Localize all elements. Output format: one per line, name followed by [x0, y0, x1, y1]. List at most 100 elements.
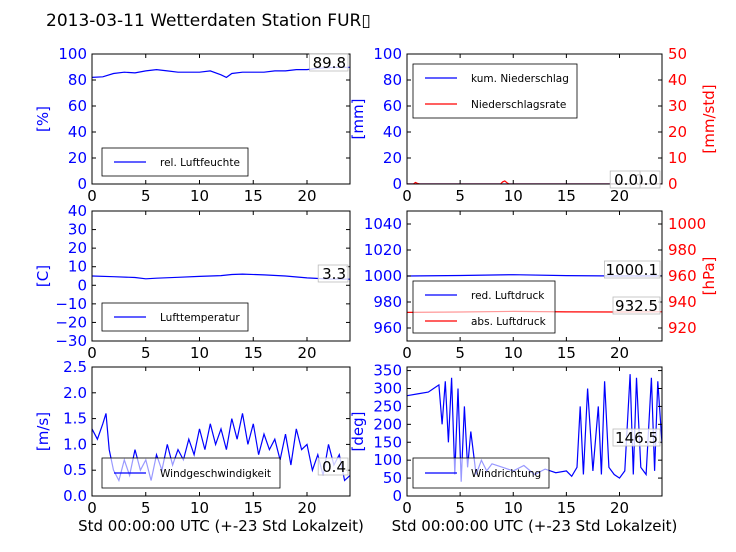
- y-tick-label: 1040: [364, 215, 402, 233]
- y-tick-label: 10: [68, 258, 87, 276]
- y-tick-label: 980: [373, 293, 402, 311]
- y-tick-label: −10: [55, 295, 87, 313]
- y-tick-label: 60: [383, 97, 402, 115]
- x-tick-label: 0: [87, 499, 97, 517]
- legend-label: Lufttemperatur: [160, 312, 240, 324]
- panel-pressure: 0 5 10 15 20 960 980 1000 1020 1040 920 940 960 980 10…: [364, 210, 718, 362]
- x-tick-label: 10: [190, 187, 209, 205]
- plot-frame: [406, 366, 663, 497]
- series-line-2: [407, 180, 662, 184]
- panel-wind-speed: 0 5 10 15 20 0.0 0.5 1.0 1.5 2.0 2.5 [m/s] Std 00:00…: [34, 358, 364, 535]
- y-tick-label: 40: [383, 123, 402, 141]
- value-label-box: [317, 457, 349, 476]
- y-tick-label: 150: [373, 433, 402, 451]
- panel-humidity: 0 5 10 15 20 0 20 40 60 80 100 [%] rel. Luftfeuchte 8…: [34, 45, 351, 205]
- x-tick-label: 15: [557, 187, 576, 205]
- x-tick-label: 10: [504, 344, 523, 362]
- y-tick-label: 960: [373, 319, 402, 337]
- y-tick-label: 0: [77, 276, 87, 294]
- y-tick-label-right: 940: [668, 293, 697, 311]
- series-line-1: [92, 273, 350, 280]
- y-tick-label-right: 960: [668, 267, 697, 285]
- x-axis-label: Std 00:00:00 UTC (+-23 Std Lokalzeit): [78, 517, 364, 535]
- legend: Lufttemperatur: [101, 302, 249, 332]
- x-tick-label: 5: [141, 344, 151, 362]
- y-tick-label: −30: [55, 332, 87, 350]
- legend: rel. Luftfeuchte: [101, 147, 249, 177]
- y-tick-label-right: 920: [668, 319, 697, 337]
- y-tick-label-right: 1000: [668, 215, 706, 233]
- y-tick-label: 2.0: [63, 384, 87, 402]
- y-tick-label-right: 20: [668, 123, 687, 141]
- x-tick-label: 5: [455, 499, 465, 517]
- x-tick-label: 0: [402, 187, 412, 205]
- legend-label: Windrichtung: [471, 468, 541, 480]
- value-label: 932.5: [615, 297, 658, 315]
- legend: red. Luftdruck abs. Luftdruck: [412, 280, 556, 334]
- x-tick-label: 20: [610, 187, 629, 205]
- figure-title: 2013-03-11 Wetterdaten Station FUR▯: [46, 11, 371, 31]
- value-label: 0.0: [614, 171, 638, 189]
- value-label: 0.4: [322, 458, 346, 476]
- x-tick-label: 10: [190, 499, 209, 517]
- y-tick-label: 80: [68, 71, 87, 89]
- value-label-box: [604, 260, 661, 279]
- y-tick-label: 30: [68, 221, 87, 239]
- legend-box: [412, 63, 578, 119]
- panel-temperature: 0 5 10 15 20−30−20−10010203040[C]Lufttempera…: [34, 202, 351, 362]
- y-tick-label: 20: [68, 149, 87, 167]
- y-tick-label: 0: [77, 175, 87, 193]
- value-label-box: [309, 53, 349, 72]
- x-tick-label: 5: [141, 187, 151, 205]
- y-axis-label: [C]: [34, 265, 52, 287]
- plot-frame: [406, 53, 663, 185]
- y-tick-label: 0.0: [63, 487, 87, 505]
- x-tick-label: 15: [244, 187, 263, 205]
- x-tick-label: 5: [141, 499, 151, 517]
- y-tick-label: 20: [383, 149, 402, 167]
- y-tick-label: 60: [68, 97, 87, 115]
- x-tick-label: 5: [455, 344, 465, 362]
- value-label-box: [317, 264, 349, 283]
- x-tick-label: 20: [610, 344, 629, 362]
- y-tick-label: 1000: [364, 267, 402, 285]
- x-tick-label: 15: [244, 499, 263, 517]
- y-axis-label: [m/s]: [34, 412, 52, 451]
- legend-label: abs. Luftdruck: [471, 316, 547, 328]
- y-tick-label-right: 40: [668, 71, 687, 89]
- x-tick-label: 20: [610, 499, 629, 517]
- legend-label: red. Luftdruck: [471, 290, 545, 302]
- value-label-box: [612, 296, 661, 315]
- value-label: 1000.1: [606, 261, 659, 279]
- x-tick-label: 15: [557, 499, 576, 517]
- legend: Windgeschwindigkeit: [101, 457, 281, 489]
- x-tick-label: 5: [455, 187, 465, 205]
- x-tick-label: 10: [504, 187, 523, 205]
- value-label: 146.5: [615, 429, 658, 447]
- series-line-1: [92, 66, 350, 79]
- x-axis-label: Std 00:00:00 UTC (+-23 Std Lokalzeit): [392, 517, 678, 535]
- legend-box: [412, 280, 556, 334]
- y-tick-label: 1.0: [63, 435, 87, 453]
- plot-frame: [91, 53, 351, 185]
- legend: kum. Niederschlag Niederschlagsrate: [412, 63, 578, 119]
- y-tick-label: 40: [68, 202, 87, 220]
- x-tick-label: 10: [504, 499, 523, 517]
- x-tick-label: 10: [190, 344, 209, 362]
- y-tick-label: 300: [373, 380, 402, 398]
- x-tick-label: 20: [297, 499, 316, 517]
- value-label-box: [612, 428, 661, 447]
- y-tick-label-right: 980: [668, 241, 697, 259]
- x-tick-label: 0: [402, 344, 412, 362]
- y-tick-label: 250: [373, 397, 402, 415]
- x-tick-label: 20: [297, 344, 316, 362]
- legend: Windrichtung: [412, 457, 550, 489]
- y-tick-label: 80: [383, 71, 402, 89]
- y-tick-label-right: 50: [668, 45, 687, 63]
- y-tick-label: 350: [373, 362, 402, 380]
- series-line-1: [407, 374, 662, 482]
- x-tick-label: 0: [402, 499, 412, 517]
- x-tick-label: 15: [557, 344, 576, 362]
